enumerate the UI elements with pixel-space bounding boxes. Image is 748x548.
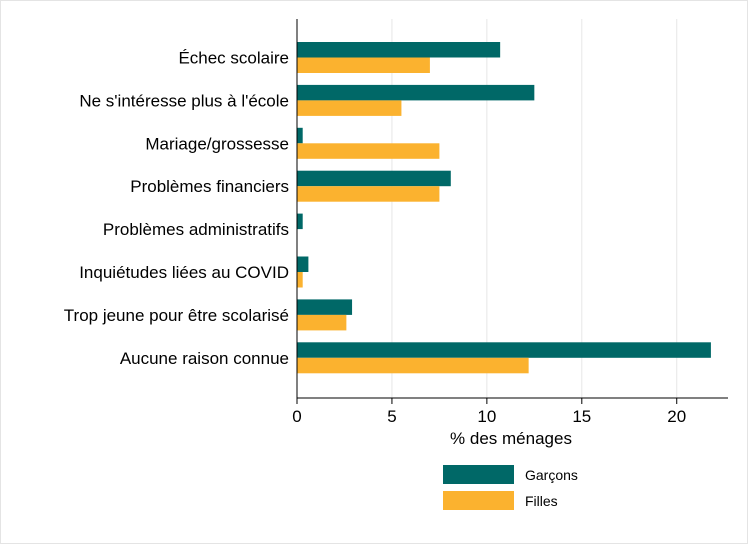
- x-tick-label: 5: [387, 407, 396, 426]
- bar-filles: [297, 272, 303, 288]
- bar-garcons: [297, 84, 535, 101]
- legend: Garçons Filles: [443, 465, 578, 510]
- category-label: Problèmes administratifs: [103, 220, 289, 239]
- x-axis-label: % des ménages: [450, 429, 572, 448]
- bar-garcons: [297, 42, 501, 58]
- category-label: Mariage/grossesse: [145, 134, 289, 153]
- gridlines: [391, 19, 678, 398]
- category-label: Ne s'intéresse plus à l'école: [79, 91, 289, 110]
- bar-filles: [297, 143, 440, 159]
- bar-filles: [297, 57, 430, 73]
- category-label: Problèmes financiers: [130, 177, 289, 196]
- legend-swatch-garcons: [443, 465, 514, 484]
- legend-swatch-filles: [443, 491, 514, 510]
- x-tick-label: 10: [477, 407, 496, 426]
- bar-garcons: [297, 213, 303, 230]
- category-label: Trop jeune pour être scolarisé: [64, 306, 289, 325]
- category-label: Inquiétudes liées au COVID: [79, 263, 289, 282]
- bar-garcons: [297, 170, 451, 187]
- category-label: Aucune raison connue: [120, 349, 289, 368]
- bar-filles: [297, 186, 440, 202]
- bar-garcons: [297, 342, 711, 358]
- category-label: Échec scolaire: [178, 49, 289, 68]
- bars: [297, 42, 711, 374]
- bar-filles: [297, 314, 347, 331]
- bar-garcons: [297, 127, 303, 144]
- legend-label-garcons: Garçons: [525, 467, 578, 483]
- bar-garcons: [297, 256, 309, 272]
- bar-filles: [297, 100, 402, 116]
- x-tick-label: 15: [572, 407, 591, 426]
- x-tick-label: 20: [667, 407, 686, 426]
- bar-garcons: [297, 299, 353, 315]
- axes: 0 5 10 15 20: [292, 19, 728, 426]
- x-tick-label: 0: [292, 407, 301, 426]
- bar-filles: [297, 357, 529, 374]
- legend-label-filles: Filles: [525, 493, 558, 509]
- category-labels: Échec scolaire Ne s'intéresse plus à l'éc…: [64, 49, 289, 368]
